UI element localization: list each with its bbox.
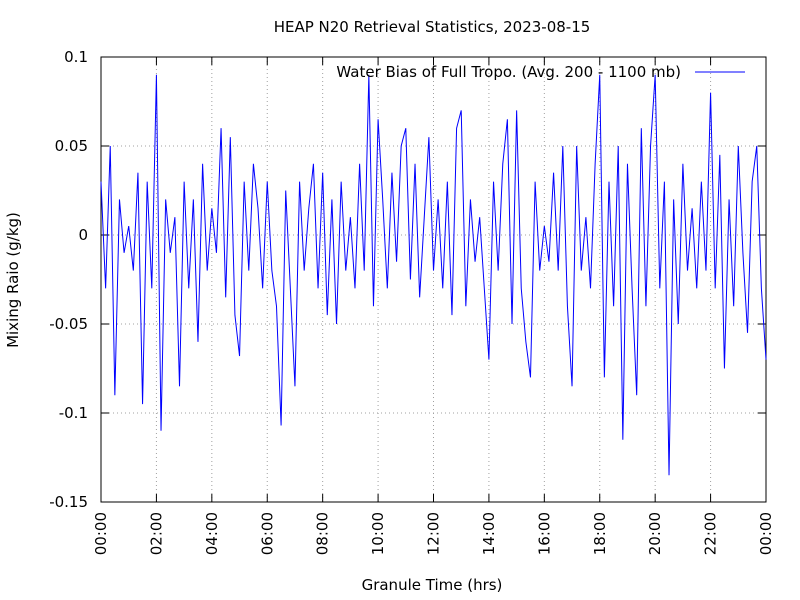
x-tick-label: 16:00 (535, 512, 553, 555)
x-tick-label: 02:00 (147, 512, 165, 555)
x-tick-label: 12:00 (425, 512, 443, 555)
x-tick-label: 00:00 (92, 512, 110, 555)
y-axis-label: Mixing Raio (g/kg) (4, 212, 22, 348)
y-tick-label: -0.15 (49, 493, 88, 511)
x-axis-label: Granule Time (hrs) (362, 576, 503, 594)
x-tick-label: 20:00 (646, 512, 664, 555)
plot-frame (100, 56, 767, 503)
x-tick-label: 04:00 (203, 512, 221, 555)
y-tick-label: -0.1 (59, 404, 88, 422)
x-tick-label: 06:00 (258, 512, 276, 555)
x-tick-label: 22:00 (702, 512, 720, 555)
y-tick-label: -0.05 (49, 315, 88, 333)
data-line (100, 74, 767, 476)
x-tick-label: 08:00 (314, 512, 332, 555)
x-tick-label: 18:00 (591, 512, 609, 555)
x-tick-label: 14:00 (480, 512, 498, 555)
x-tick-label: 00:00 (757, 512, 775, 555)
y-tick-label: 0.1 (64, 48, 88, 66)
y-tick-label: 0.05 (55, 137, 88, 155)
legend-label: Water Bias of Full Tropo. (Avg. 200 - 11… (336, 63, 681, 81)
x-tick-label: 10:00 (369, 512, 387, 555)
chart-title: HEAP N20 Retrieval Statistics, 2023-08-1… (274, 18, 591, 36)
y-tick-label: 0 (78, 226, 88, 244)
